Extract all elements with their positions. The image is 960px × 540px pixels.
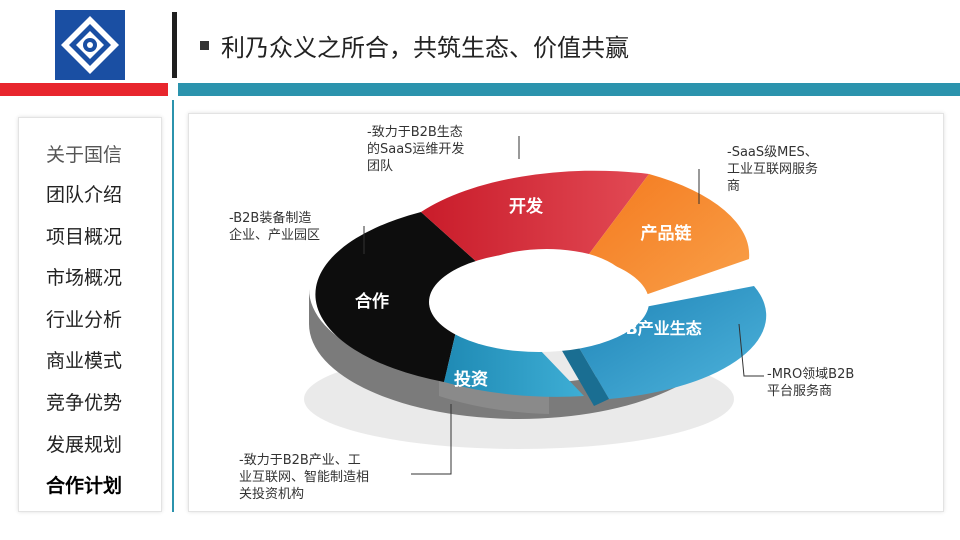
leader-line-b2b bbox=[738, 323, 764, 377]
ring-segment-b2b bbox=[574, 286, 767, 399]
segment-label-kaifa: 开发 bbox=[509, 196, 544, 217]
segment-label-hezuo: 合作 bbox=[355, 291, 389, 312]
ring-center-hole bbox=[429, 252, 649, 352]
header-band-red bbox=[0, 83, 168, 96]
ring-diagram: 开发 产品链 B2B产业生态 投资 合作 bbox=[304, 136, 767, 475]
ring-segment-hezuo bbox=[315, 212, 479, 382]
note-kaifa: -致力于B2B生态 的SaaS运维开发 团队 bbox=[367, 125, 465, 174]
company-logo bbox=[55, 10, 125, 80]
sidebar-item-plan[interactable]: 发展规划 bbox=[46, 434, 123, 456]
bullet-square-icon bbox=[200, 41, 209, 50]
sidebar-nav: 关于国信 团队介绍 项目概况 市场概况 行业分析 商业模式 竞争优势 发展规划 … bbox=[18, 117, 162, 512]
note-hezuo: -B2B装备制造 企业、产业园区 bbox=[229, 211, 321, 243]
leader-line-touzi bbox=[411, 404, 452, 475]
sidebar-item-advantage[interactable]: 竞争优势 bbox=[46, 392, 123, 414]
sidebar-item-business-model[interactable]: 商业模式 bbox=[46, 350, 123, 372]
segment-label-chanpinlian: 产品链 bbox=[641, 223, 693, 244]
segment-label-b2b: B2B产业生态 bbox=[602, 319, 702, 338]
note-b2b: -MRO领域B2B 平台服务商 bbox=[767, 367, 855, 399]
sidebar-item-team[interactable]: 团队介绍 bbox=[46, 184, 123, 206]
sidebar-item-cooperation[interactable]: 合作计划 bbox=[46, 475, 123, 497]
header-band-blue bbox=[178, 83, 960, 96]
page-title: 利乃众义之所合，共筑生态、价值共赢 bbox=[200, 28, 629, 63]
segment-label-touzi: 投资 bbox=[454, 369, 488, 390]
sidebar-item-project[interactable]: 项目概况 bbox=[46, 226, 123, 248]
ring-segment-chanpinlian bbox=[589, 174, 750, 304]
ring-segment-b2b-edge bbox=[561, 339, 609, 406]
diagram-panel: 开发 产品链 B2B产业生态 投资 合作 -致力于B2B生态 的SaaS运维开发… bbox=[188, 113, 944, 512]
content-divider bbox=[172, 100, 174, 512]
sidebar-item-about[interactable]: 关于国信 bbox=[46, 144, 123, 166]
ring-segment-kaifa bbox=[421, 170, 649, 264]
sidebar-item-industry[interactable]: 行业分析 bbox=[46, 309, 123, 331]
note-chanpinlian: -SaaS级MES、 工业互联网服务 商 bbox=[727, 145, 819, 194]
note-touzi: -致力于B2B产业、工 业互联网、智能制造相 关投资机构 bbox=[239, 453, 370, 502]
sidebar-item-market[interactable]: 市场概况 bbox=[46, 267, 123, 289]
header-divider bbox=[172, 12, 177, 78]
page-title-text: 利乃众义之所合，共筑生态、价值共赢 bbox=[221, 34, 629, 62]
